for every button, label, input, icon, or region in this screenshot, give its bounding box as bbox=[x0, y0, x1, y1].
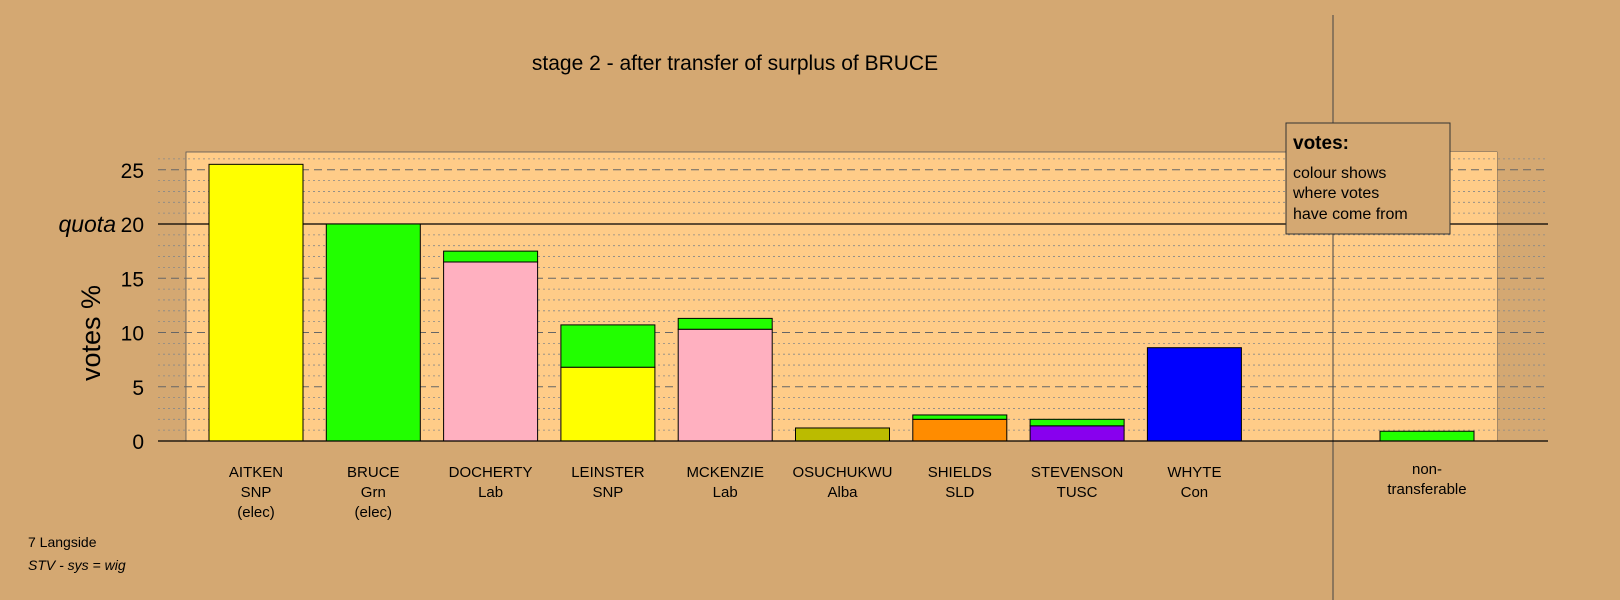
bar-segment bbox=[1379, 430, 1475, 442]
bar-segment bbox=[795, 427, 890, 442]
bar-segment bbox=[1146, 347, 1242, 442]
nontransferable-label: non- bbox=[1412, 461, 1442, 478]
candidate-label: AITKEN bbox=[229, 464, 283, 481]
candidate-label: Lab bbox=[713, 484, 738, 501]
y-tick-label: 10 bbox=[121, 323, 144, 346]
system-note: STV - sys = wig bbox=[28, 557, 126, 573]
candidate-label: SLD bbox=[945, 484, 974, 501]
candidate-label: DOCHERTY bbox=[449, 464, 533, 481]
x-axis-labels: AITKEN SNP (elec) BRUCE Grn (elec) DOCHERTY Lab… bbox=[229, 461, 1467, 521]
candidate-label: MCKENZIE bbox=[686, 464, 764, 481]
candidate-label: WHYTE bbox=[1167, 464, 1221, 481]
bar-segment bbox=[443, 250, 539, 263]
quota-label: quota bbox=[58, 211, 116, 237]
bars bbox=[208, 163, 1475, 442]
y-tick-label: 0 bbox=[132, 431, 144, 454]
bar-segment bbox=[912, 418, 1008, 442]
candidate-label: (elec) bbox=[237, 504, 275, 521]
candidate-label: Grn bbox=[361, 484, 386, 501]
bar-segment bbox=[677, 328, 773, 442]
legend-line: have come from bbox=[1293, 206, 1408, 223]
bar-segment bbox=[208, 163, 304, 442]
candidate-label: TUSC bbox=[1057, 484, 1098, 501]
y-tick-label: 25 bbox=[121, 160, 144, 183]
nontransferable-label: transferable bbox=[1387, 481, 1466, 498]
candidate-label: SNP bbox=[592, 484, 623, 501]
bar-segment bbox=[1029, 425, 1125, 442]
candidate-label: OSUCHUKWU bbox=[793, 464, 893, 481]
legend-box: votes: colour shows where votes have com… bbox=[1285, 122, 1451, 235]
legend-heading: votes: bbox=[1293, 133, 1349, 154]
bar-segment bbox=[443, 261, 539, 442]
y-tick-label: 15 bbox=[121, 268, 144, 291]
candidate-label: Alba bbox=[827, 484, 858, 501]
candidate-label: LEINSTER bbox=[571, 464, 645, 481]
legend-line: where votes bbox=[1292, 185, 1379, 202]
bar-segment bbox=[912, 414, 1008, 420]
legend-line: colour shows bbox=[1293, 165, 1386, 182]
ward-name: 7 Langside bbox=[28, 534, 97, 550]
candidate-label: STEVENSON bbox=[1031, 464, 1124, 481]
bar-segment bbox=[1029, 418, 1125, 427]
bar-segment bbox=[560, 324, 656, 368]
y-axis: 0 5 10 15 20 25 quota bbox=[58, 160, 1548, 454]
bar-segment bbox=[325, 223, 421, 442]
candidate-label: SNP bbox=[241, 484, 272, 501]
bar-segment bbox=[560, 366, 656, 442]
chart-title: stage 2 - after transfer of surplus of B… bbox=[532, 52, 938, 75]
y-tick-label: 20 bbox=[121, 214, 144, 237]
candidate-label: SHIELDS bbox=[928, 464, 992, 481]
y-tick-label: 5 bbox=[132, 377, 144, 400]
candidate-label: Con bbox=[1181, 484, 1209, 501]
candidate-label: BRUCE bbox=[347, 464, 400, 481]
y-axis-label: votes % bbox=[76, 285, 106, 381]
candidate-label: Lab bbox=[478, 484, 503, 501]
bar-segment bbox=[677, 317, 773, 330]
candidate-label: (elec) bbox=[355, 504, 393, 521]
